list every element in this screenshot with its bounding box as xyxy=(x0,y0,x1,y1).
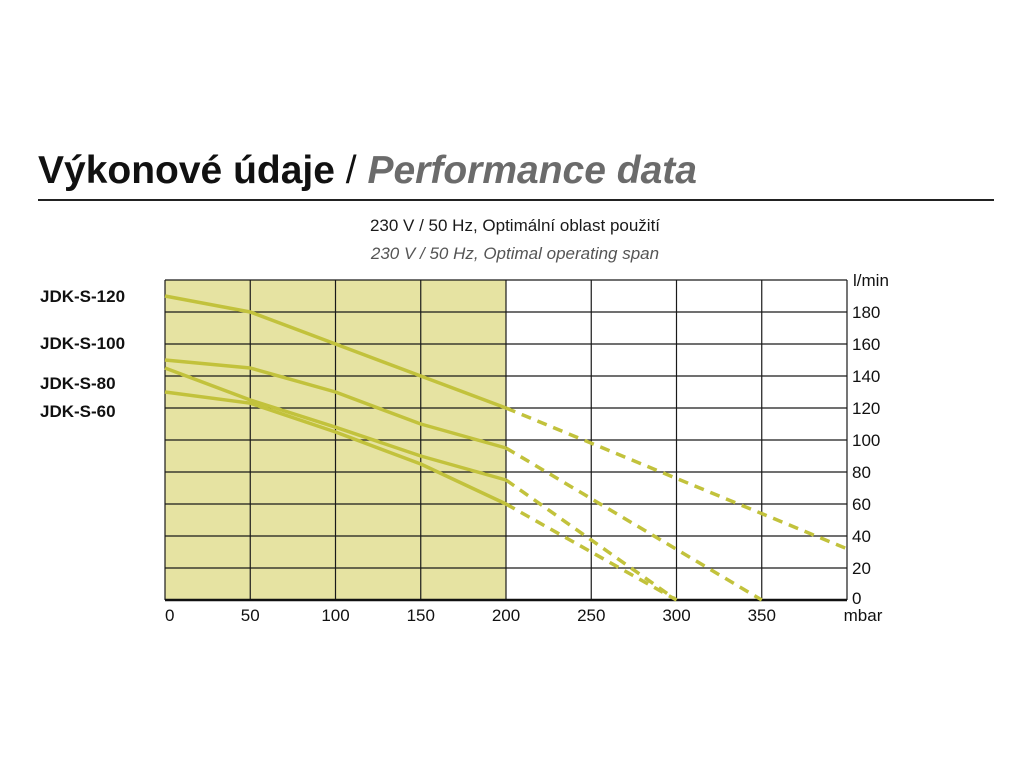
y-tick-label: 60 xyxy=(852,495,871,514)
x-tick-label: 300 xyxy=(662,606,690,625)
y-tick-label: 80 xyxy=(852,463,871,482)
y-axis-label: l/min xyxy=(853,271,889,290)
x-tick-label: 50 xyxy=(241,606,260,625)
x-tick-label: 350 xyxy=(748,606,776,625)
x-tick-label: 200 xyxy=(492,606,520,625)
legend-label: JDK-S-80 xyxy=(40,374,116,393)
series-line-solid xyxy=(164,358,507,450)
x-tick-label: 100 xyxy=(321,606,349,625)
y-tick-label: 100 xyxy=(852,431,880,450)
series-legend: JDK-S-120 JDK-S-100 JDK-S-80 JDK-S-60 xyxy=(40,287,125,421)
series-line-solid xyxy=(164,390,507,506)
y-tick-label: 40 xyxy=(852,527,871,546)
y-axis-ticks: 0 20 40 60 80 100 120 140 160 180 xyxy=(852,303,880,608)
chart-subtitle-english: 230 V / 50 Hz, Optimal operating span xyxy=(370,244,660,263)
y-tick-label: 180 xyxy=(852,303,880,322)
y-tick-label: 160 xyxy=(852,335,880,354)
x-tick-label: 250 xyxy=(577,606,605,625)
y-tick-label: 20 xyxy=(852,559,871,578)
y-tick-label: 120 xyxy=(852,399,880,418)
y-tick-label: 140 xyxy=(852,367,880,386)
x-tick-label: 150 xyxy=(407,606,435,625)
title-separator: / xyxy=(345,149,357,192)
series-line-solid xyxy=(164,366,507,482)
series-lines xyxy=(164,294,848,602)
x-axis-ticks: 0 50 100 150 200 250 300 350 xyxy=(165,606,776,625)
series-line-solid xyxy=(164,294,507,410)
title-czech: Výkonové údaje xyxy=(38,149,335,192)
chart-grid xyxy=(164,279,848,602)
title-english: Performance data xyxy=(367,149,697,192)
series-line-dashed xyxy=(505,446,763,602)
series-line-dashed xyxy=(504,478,678,602)
title-underline xyxy=(38,199,994,201)
legend-label: JDK-S-120 xyxy=(40,287,125,306)
y-tick-label: 0 xyxy=(852,589,861,608)
chart-subtitle-czech: 230 V / 50 Hz, Optimální oblast použití xyxy=(369,216,661,235)
x-axis-label: mbar xyxy=(844,606,883,625)
legend-label: JDK-S-100 xyxy=(40,334,125,353)
page-title: Výkonové údaje / Performance data xyxy=(38,146,697,196)
x-tick-label: 0 xyxy=(165,606,174,625)
series-line-dashed xyxy=(505,406,848,551)
legend-label: JDK-S-60 xyxy=(40,402,116,421)
